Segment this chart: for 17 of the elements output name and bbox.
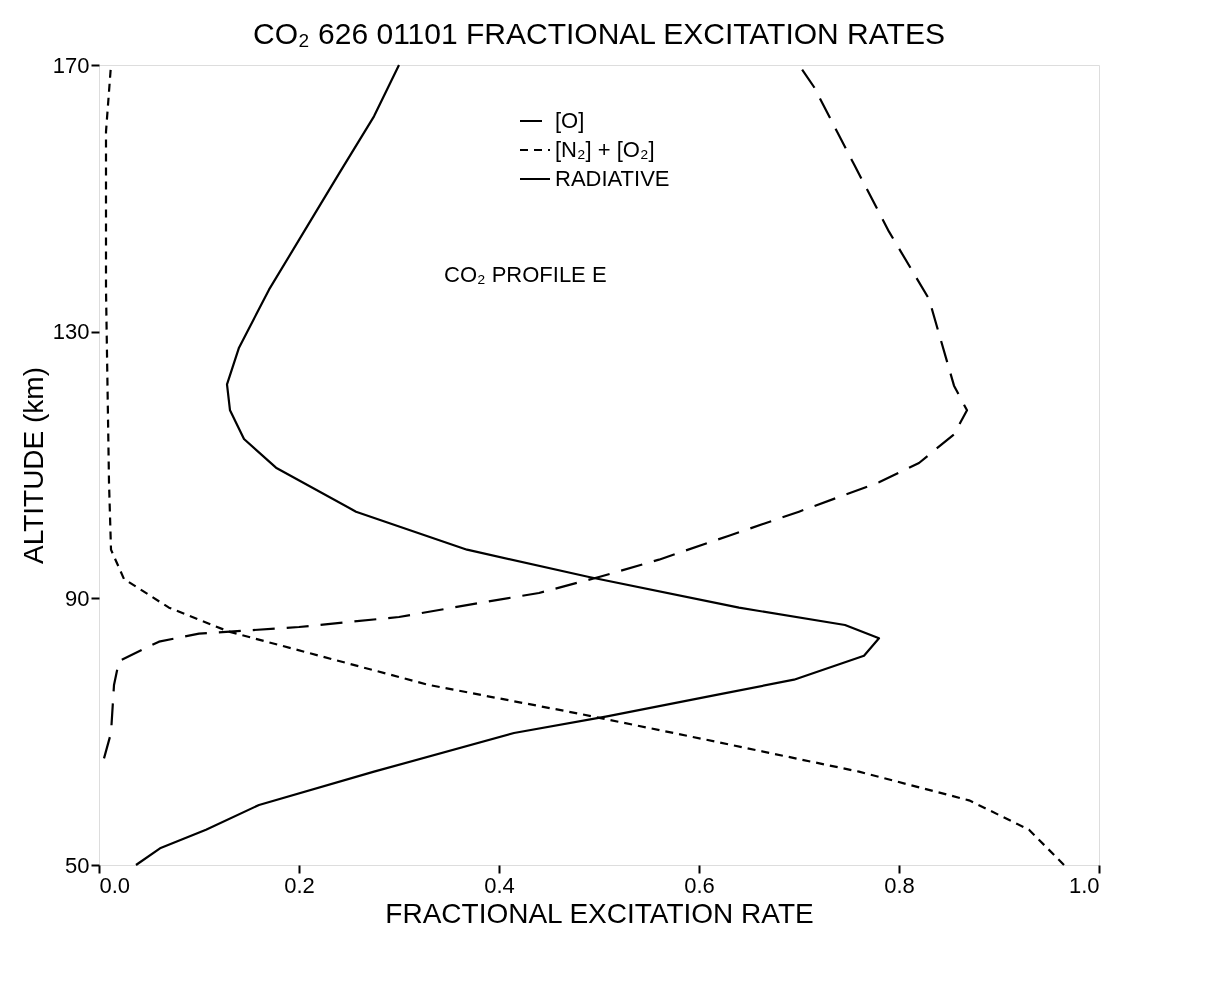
chart-title: CO₂ 626 01101 FRACTIONAL EXCITATION RATES — [253, 17, 945, 50]
y-tick-label: 170 — [52, 52, 90, 78]
y-tick-label: 50 — [65, 852, 90, 878]
x-axis-title: FRACTIONAL EXCITATION RATE — [385, 897, 814, 929]
y-tick-label: 90 — [65, 585, 90, 611]
legend-label: [O] — [555, 108, 585, 133]
y-tick-label: 130 — [52, 319, 90, 345]
x-tick-label: 0.8 — [884, 872, 915, 898]
legend-label: RADIATIVE — [555, 166, 670, 191]
legend-label: [N₂] + [O₂] — [555, 137, 655, 162]
annotation: CO₂ PROFILE E — [444, 262, 607, 287]
x-tick-label: 0.6 — [684, 872, 715, 898]
x-tick-label: 0.2 — [284, 872, 315, 898]
x-tick-label: 0.4 — [484, 872, 515, 898]
x-tick-label: 1.0 — [1068, 872, 1100, 898]
x-tick-label: 0.0 — [99, 872, 131, 898]
y-axis-title: ALTITUDE (km) — [17, 366, 49, 565]
